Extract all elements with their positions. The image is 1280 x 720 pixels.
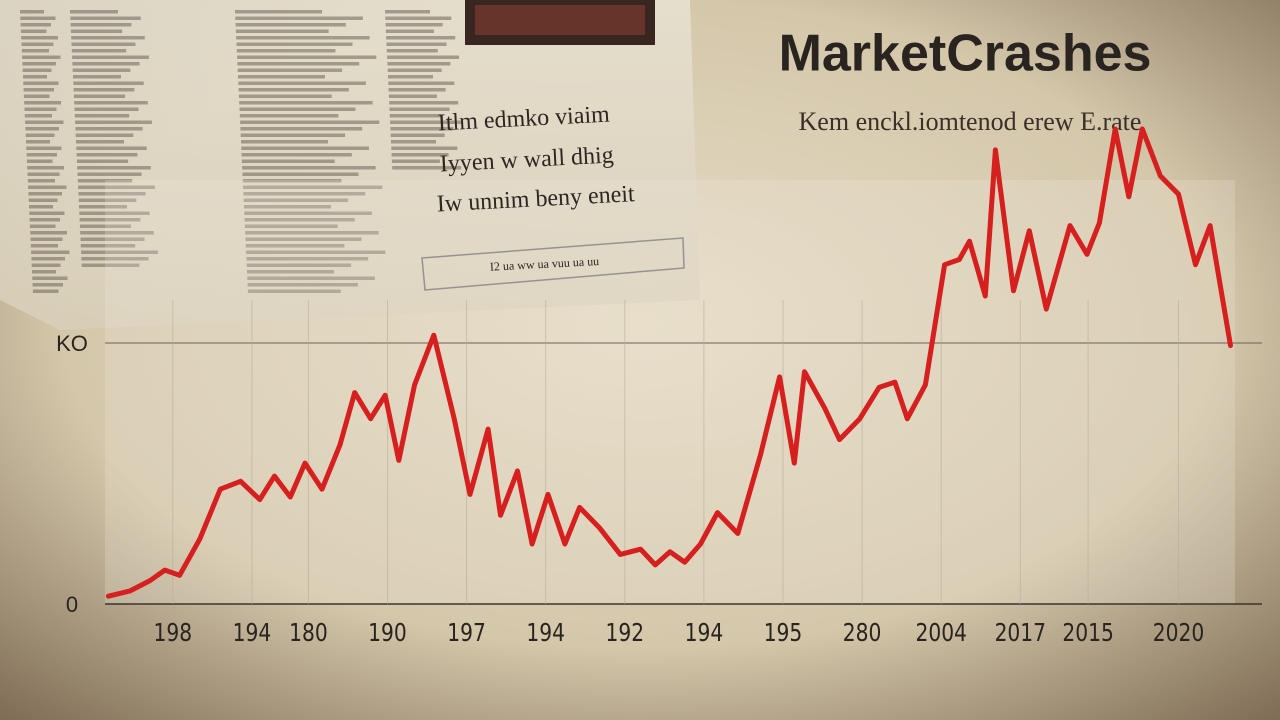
x-tick-label: 194	[685, 618, 724, 647]
x-tick-label: 195	[764, 618, 803, 647]
x-tick-label: 2015	[1062, 618, 1113, 647]
x-tick-label: 194	[526, 618, 565, 647]
x-tick-label: 2017	[995, 618, 1046, 647]
x-tick-label: 280	[843, 618, 882, 647]
x-tick-label: 180	[289, 618, 328, 647]
chart-title: MarketCrashes	[779, 25, 1152, 83]
y-tick-label: KO	[56, 331, 88, 356]
x-tick-label: 190	[368, 618, 407, 647]
x-tick-label: 2004	[915, 618, 966, 647]
x-tick-label: 198	[153, 618, 192, 647]
x-tick-label: 197	[447, 618, 486, 647]
data-line	[105, 126, 1233, 599]
y-tick-label: 0	[66, 592, 78, 617]
chart-subtitle: Kem enckl.iomtenod erew E.rate	[799, 107, 1142, 136]
newspaper	[0, 0, 700, 330]
annotation: I2 ua ww ua vuu ua uu	[490, 254, 600, 274]
plot-area	[105, 180, 1235, 604]
x-tick-label: 192	[605, 618, 644, 647]
x-tick-label: 2020	[1153, 618, 1204, 647]
x-tick-label: 194	[233, 618, 272, 647]
